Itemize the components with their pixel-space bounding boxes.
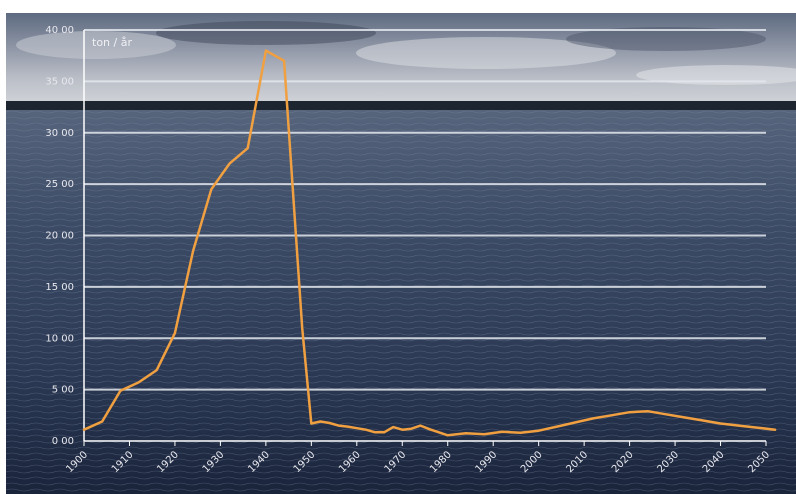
cloud	[16, 31, 176, 59]
y-tick-label: 15 00	[45, 282, 74, 293]
cloud	[636, 65, 796, 85]
sea-waves	[6, 110, 796, 494]
y-tick-label: 10 00	[45, 333, 74, 344]
y-tick-label: 20 00	[45, 231, 74, 242]
chart-container: 0 00 5 00 10 00 15 00 20 00 25 00 30 00 35 00 40…	[6, 13, 796, 494]
y-tick-label: 40 00	[45, 25, 74, 36]
cloud	[566, 27, 766, 51]
y-tick-label: 0 00	[52, 436, 74, 447]
y-tick-label: 5 00	[52, 385, 74, 396]
cloud	[156, 21, 376, 45]
horizon-treeline	[6, 101, 796, 110]
cloud	[356, 37, 616, 69]
photo-background	[6, 13, 796, 494]
series-line	[82, 49, 777, 437]
y-tick-label: 25 00	[45, 179, 74, 190]
unit-label: ton / år	[92, 36, 132, 49]
y-tick-label: 30 00	[45, 128, 74, 139]
y-tick-label: 35 00	[45, 76, 74, 87]
line-chart: 0 00 5 00 10 00 15 00 20 00 25 00 30 00 35 00 40…	[6, 13, 796, 494]
